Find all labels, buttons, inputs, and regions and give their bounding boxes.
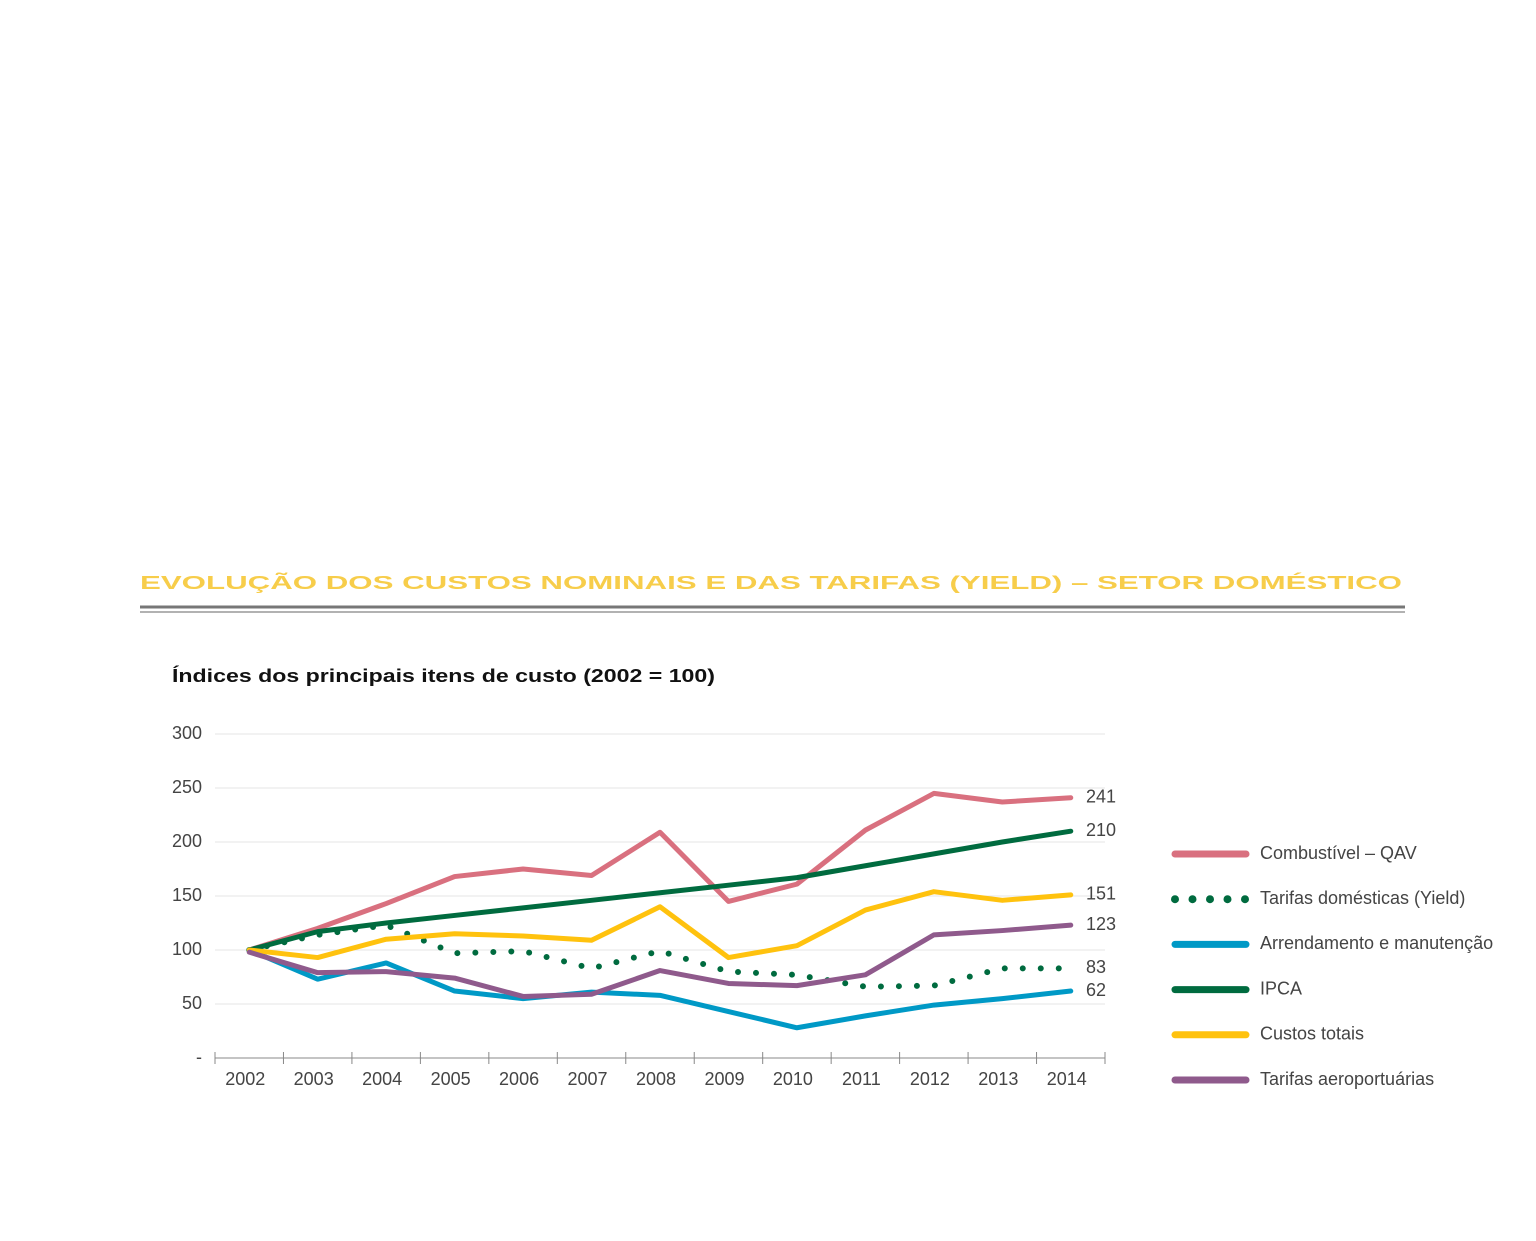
end-label: 62 bbox=[1086, 980, 1106, 1000]
y-tick-label: 150 bbox=[172, 885, 202, 905]
series-line bbox=[246, 790, 1074, 953]
series-line bbox=[246, 947, 1074, 1031]
end-label: 123 bbox=[1086, 914, 1116, 934]
y-tick-label: 300 bbox=[172, 723, 202, 743]
x-tick-label: 2004 bbox=[362, 1069, 402, 1089]
end-label: 241 bbox=[1086, 786, 1116, 806]
x-tick-label: 2010 bbox=[773, 1069, 813, 1089]
header: EVOLUÇÃO DOS CUSTOS NOMINAIS E DAS TARIF… bbox=[140, 572, 1402, 593]
x-tick-label: 2006 bbox=[499, 1069, 539, 1089]
series-line bbox=[246, 922, 1074, 990]
x-tick-label: 2003 bbox=[294, 1069, 334, 1089]
y-tick-label: - bbox=[196, 1047, 202, 1067]
y-tick-label: 250 bbox=[172, 777, 202, 797]
legend-label: Custos totais bbox=[1260, 1024, 1364, 1044]
x-tick-label: 2005 bbox=[431, 1069, 471, 1089]
x-tick-label: 2009 bbox=[704, 1069, 744, 1089]
x-tick-label: 2002 bbox=[225, 1069, 265, 1089]
x-tick-label: 2007 bbox=[568, 1069, 608, 1089]
y-tick-label: 100 bbox=[172, 939, 202, 959]
legend-label: Arrendamento e manutenção bbox=[1260, 933, 1493, 953]
series-line bbox=[246, 922, 1074, 999]
series-line bbox=[246, 828, 1074, 953]
y-tick-label: 200 bbox=[172, 831, 202, 851]
legend-label: Tarifas domésticas (Yield) bbox=[1260, 888, 1465, 908]
x-tick-label: 2013 bbox=[978, 1069, 1018, 1089]
series-line bbox=[246, 889, 1074, 961]
x-tick-label: 2014 bbox=[1047, 1069, 1087, 1089]
y-tick-label: 50 bbox=[182, 993, 202, 1013]
legend-label: Tarifas aeroportuárias bbox=[1260, 1069, 1434, 1089]
chart-title: Índices dos principais itens de custo (2… bbox=[172, 665, 715, 686]
end-label: 151 bbox=[1086, 884, 1116, 904]
legend-label: Combustível – QAV bbox=[1260, 843, 1417, 863]
end-label: 210 bbox=[1086, 820, 1116, 840]
x-tick-label: 2011 bbox=[842, 1069, 881, 1089]
legend-label: IPCA bbox=[1260, 978, 1302, 998]
x-tick-label: 2008 bbox=[636, 1069, 676, 1089]
x-tick-label: 2012 bbox=[910, 1069, 950, 1089]
end-label: 83 bbox=[1086, 957, 1106, 977]
